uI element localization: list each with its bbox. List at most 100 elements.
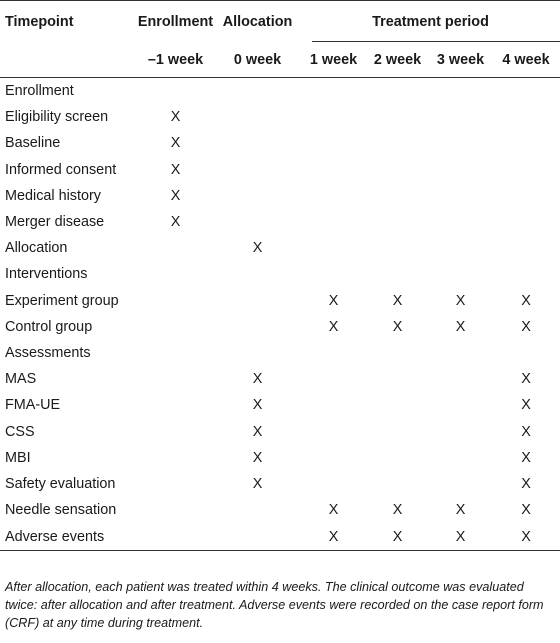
header-week: 2 week xyxy=(366,42,429,78)
header-week: 0 week xyxy=(214,42,301,78)
table-cell xyxy=(492,78,560,105)
table-cell xyxy=(492,209,560,235)
table-cell xyxy=(301,130,366,156)
header-week: –1 week xyxy=(137,42,214,78)
header-timepoint: Timepoint xyxy=(0,0,137,42)
table-row: CSS X X xyxy=(0,418,560,444)
header-row-weeks: –1 week 0 week 1 week 2 week 3 week 4 we… xyxy=(0,42,560,78)
table-row: FMA-UE X X xyxy=(0,392,560,418)
row-label: Baseline xyxy=(5,135,61,152)
header-blank xyxy=(0,42,137,78)
header-week: 3 week xyxy=(429,42,492,78)
row-label: MAS xyxy=(5,371,37,388)
table-cell xyxy=(429,157,492,183)
schedule-table: Timepoint Enrollment Allocation Treatmen… xyxy=(0,0,560,552)
table-cell: X xyxy=(521,475,531,492)
table-cell xyxy=(366,183,429,209)
table-cell: X xyxy=(328,318,339,335)
table-cell xyxy=(301,418,366,444)
table-cell xyxy=(137,445,214,471)
table-cell xyxy=(492,130,560,156)
table-cell xyxy=(301,366,366,392)
table-row: Assessments xyxy=(0,340,560,366)
table-cell xyxy=(492,183,560,209)
table-cell xyxy=(301,78,366,105)
table-cell xyxy=(366,261,429,287)
table-cell xyxy=(214,209,301,235)
table-cell xyxy=(429,392,492,418)
table-cell xyxy=(214,261,301,287)
table-cell: X xyxy=(455,318,466,335)
table-cell xyxy=(492,104,560,130)
treatment-period-rule xyxy=(312,41,560,42)
table-cell xyxy=(429,340,492,366)
table-cell xyxy=(137,288,214,314)
table-cell xyxy=(137,523,214,552)
table-cell: X xyxy=(170,161,181,178)
table-row: Safety evaluation X X xyxy=(0,471,560,497)
table-cell: X xyxy=(392,292,403,309)
row-label: Adverse events xyxy=(0,523,137,552)
table-cell xyxy=(137,366,214,392)
row-label: Experiment group xyxy=(5,292,119,309)
table-row: Eligibility screen X xyxy=(0,104,560,130)
row-label: Assessments xyxy=(5,344,91,361)
table-cell xyxy=(429,445,492,471)
row-label: Medical history xyxy=(5,187,101,204)
table-cell xyxy=(301,445,366,471)
table-cell xyxy=(366,130,429,156)
row-label: FMA-UE xyxy=(5,397,61,414)
table-cell xyxy=(366,471,429,497)
table-cell xyxy=(214,340,301,366)
header-enrollment: Enrollment xyxy=(137,0,214,42)
table-cell: X xyxy=(170,109,181,126)
table-cell: X xyxy=(455,502,466,519)
table-cell xyxy=(301,261,366,287)
table-cell: X xyxy=(366,523,429,552)
table-row: Medical history X xyxy=(0,183,560,209)
table-cell xyxy=(366,209,429,235)
table-cell xyxy=(366,392,429,418)
table-footnote: After allocation, each patient was treat… xyxy=(5,580,544,630)
table-row: Experiment group X X X X xyxy=(0,288,560,314)
table-cell xyxy=(429,366,492,392)
table-cell: X xyxy=(301,523,366,552)
table-cell: X xyxy=(521,397,531,414)
table-cell: X xyxy=(252,371,263,388)
table-cell: X xyxy=(170,135,181,152)
row-label: Safety evaluation xyxy=(5,475,116,492)
table-row: MBI X X xyxy=(0,445,560,471)
table-cell xyxy=(214,130,301,156)
table-cell xyxy=(137,418,214,444)
table-cell xyxy=(492,340,560,366)
header-week: 4 week xyxy=(492,42,560,78)
table-header: Timepoint Enrollment Allocation Treatmen… xyxy=(0,0,560,78)
row-label: Allocation xyxy=(5,240,68,257)
table-cell xyxy=(301,392,366,418)
table-row: Baseline X xyxy=(0,130,560,156)
table-cell xyxy=(366,78,429,105)
table-cell xyxy=(366,366,429,392)
table-cell xyxy=(301,209,366,235)
table-cell xyxy=(429,183,492,209)
table-cell xyxy=(137,471,214,497)
table-cell xyxy=(137,78,214,105)
table-cell xyxy=(301,235,366,261)
table-cell: X xyxy=(392,318,403,335)
table-cell: X xyxy=(492,523,560,552)
table-cell: X xyxy=(455,292,466,309)
table-cell xyxy=(214,314,301,340)
row-label: Interventions xyxy=(5,266,88,283)
table-cell xyxy=(429,130,492,156)
table-cell xyxy=(366,104,429,130)
table-cell xyxy=(137,261,214,287)
table-cell xyxy=(214,183,301,209)
table-cell xyxy=(214,523,301,552)
table-cell: X xyxy=(521,449,531,466)
table-row: MAS X X xyxy=(0,366,560,392)
table-cell xyxy=(492,261,560,287)
table-cell: X xyxy=(429,523,492,552)
table-cell xyxy=(366,418,429,444)
table-cell xyxy=(429,261,492,287)
table-cell xyxy=(429,418,492,444)
